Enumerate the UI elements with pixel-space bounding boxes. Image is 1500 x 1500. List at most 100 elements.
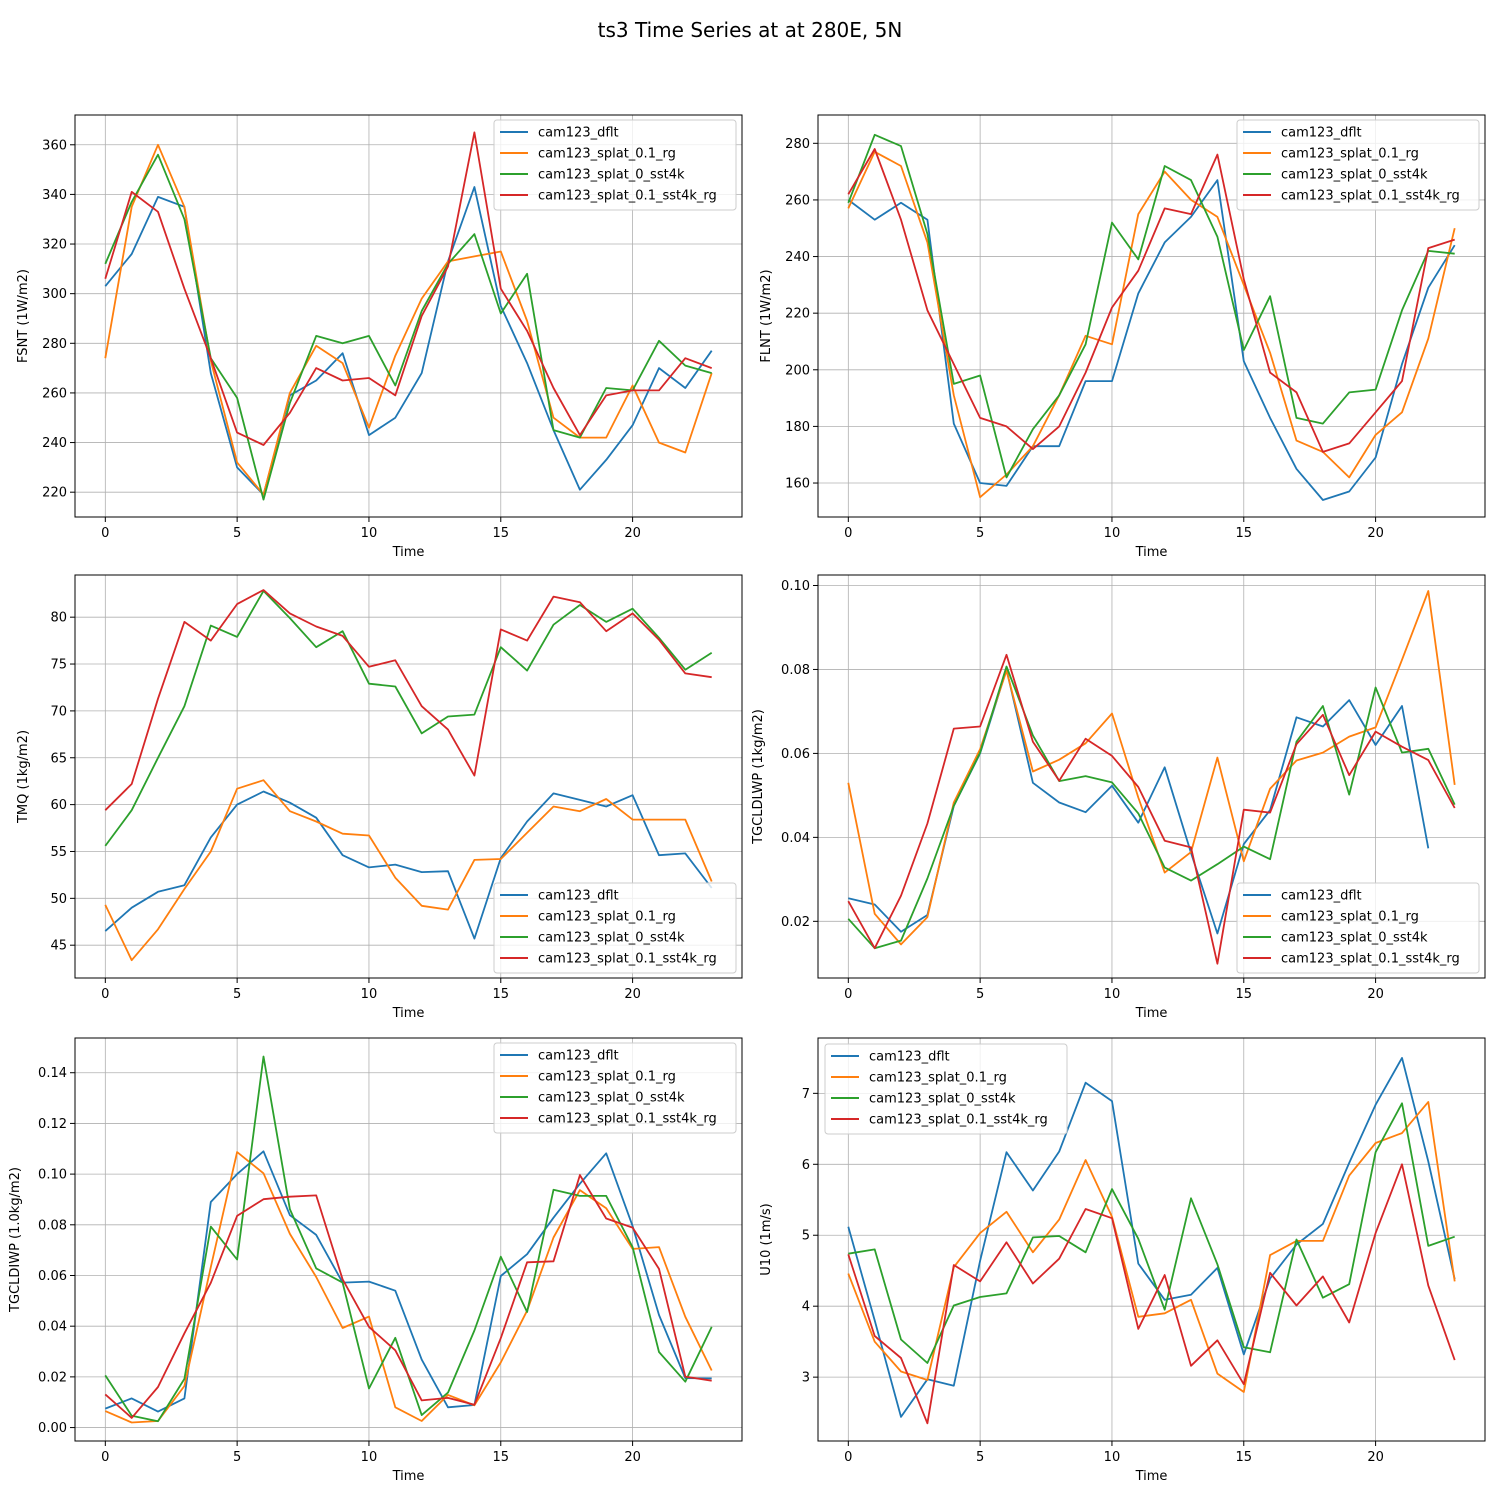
- y-tick-label: 240: [785, 250, 810, 265]
- series-line-cam123_splat_0.1_sst4k_rg: [847, 148, 1455, 453]
- y-tick-label: 75: [50, 658, 67, 673]
- series-line-cam123_splat_0_sst4k: [848, 1102, 1455, 1364]
- x-tick-label: 5: [976, 1450, 984, 1465]
- legend-frame: [493, 119, 737, 211]
- legend: cam123_dflt cam123_splat_0.1_rg cam123_spl…: [493, 1042, 737, 1134]
- legend-frame: [1236, 119, 1480, 211]
- y-tick-label: 80: [50, 611, 67, 626]
- subplot-flnt: 0 5 10 15 20 160 180 200 220 240 260 280 Time FLNT (1…: [759, 114, 1486, 560]
- series-line-cam123_splat_0.1_sst4k_rg: [104, 589, 712, 811]
- legend-entry: cam123_dflt: [1281, 889, 1362, 904]
- x-tick-label: 10: [1104, 987, 1121, 1002]
- axes-frame: [74, 1037, 743, 1442]
- x-tick-label: 0: [101, 1450, 109, 1465]
- legend-entry: cam123_dflt: [538, 126, 619, 141]
- legend-entry: cam123_splat_0.1_sst4k_rg: [1281, 189, 1460, 204]
- legend-entry: cam123_splat_0.1_sst4k_rg: [869, 1113, 1048, 1128]
- legend-entry: cam123_splat_0_sst4k: [1281, 168, 1428, 183]
- y-tick-label: 160: [785, 477, 810, 492]
- y-tick-label: 0.12: [38, 1117, 67, 1132]
- legend-entry: cam123_splat_0.1_rg: [1281, 147, 1419, 162]
- series-line-cam123_splat_0_sst4k: [104, 153, 712, 501]
- legend: cam123_dflt cam123_splat_0.1_rg cam123_spl…: [1236, 882, 1480, 974]
- x-tick-label: 10: [1104, 526, 1121, 541]
- legend-entry: cam123_splat_0.1_rg: [869, 1071, 1007, 1086]
- x-tick-label: 0: [844, 987, 852, 1002]
- x-tick-label: 10: [1104, 1450, 1121, 1465]
- y-tick-label: 0.10: [781, 579, 810, 594]
- legend-entry: cam123_splat_0.1_rg: [538, 147, 676, 162]
- series-line-cam123_splat_0.1_rg: [104, 779, 713, 962]
- x-tick-label: 5: [976, 526, 984, 541]
- legend-entry: cam123_splat_0_sst4k: [538, 168, 685, 183]
- y-tick-label: 3: [802, 1371, 810, 1386]
- y-tick-label: 280: [42, 337, 67, 352]
- subplot-tmq: 0 5 10 15 20 45 50 55 60 65 70 75 80 Time TMQ (1kg/m2)…: [16, 574, 743, 1021]
- y-tick-label: 7: [802, 1087, 810, 1102]
- legend-entry: cam123_splat_0.1_sst4k_rg: [538, 1112, 717, 1127]
- x-axis-label: Time: [392, 1006, 425, 1021]
- legend-entry: cam123_splat_0.1_sst4k_rg: [538, 189, 717, 204]
- x-tick-label: 20: [624, 1450, 641, 1465]
- y-tick-label: 180: [785, 420, 810, 435]
- legend-entry: cam123_splat_0.1_rg: [538, 1070, 676, 1085]
- y-tick-label: 0.06: [781, 747, 810, 762]
- figure-title: ts3 Time Series at at 280E, 5N: [598, 18, 903, 42]
- y-tick-label: 0.02: [38, 1370, 67, 1385]
- y-tick-label: 60: [50, 798, 67, 813]
- x-tick-label: 15: [492, 526, 509, 541]
- legend-entry: cam123_dflt: [869, 1050, 950, 1065]
- subplots: 0 5 10 15 20220240260280300320340360TimeFSNT…: [8, 114, 1486, 1484]
- x-tick-label: 10: [361, 1450, 378, 1465]
- legend-frame: [493, 882, 737, 974]
- series-line-cam123_splat_0_sst4k: [847, 665, 1456, 950]
- y-tick-label: 0.04: [38, 1320, 67, 1335]
- legend-entry: cam123_dflt: [538, 889, 619, 904]
- x-tick-label: 10: [361, 526, 378, 541]
- y-tick-label: 5: [802, 1229, 810, 1244]
- series-line-cam123_dflt: [104, 790, 713, 940]
- subplot-fsnt: 0 5 10 15 20 220 240 260 280 300 320 340 360 Time FSNT…: [16, 114, 743, 560]
- y-axis-label: U10 (1m/s): [759, 1203, 774, 1275]
- legend: cam123_dflt cam123_splat_0.1_rg cam123_spl…: [824, 1043, 1068, 1135]
- legend-entry: cam123_dflt: [538, 1049, 619, 1064]
- x-tick-label: 20: [624, 526, 641, 541]
- y-tick-label: 360: [42, 138, 67, 153]
- x-tick-label: 15: [492, 1450, 509, 1465]
- x-tick-label: 20: [624, 987, 641, 1002]
- x-tick-label: 5: [233, 987, 241, 1002]
- legend-entry: cam123_splat_0_sst4k: [1281, 931, 1428, 946]
- y-tick-label: 320: [42, 238, 67, 253]
- axes-frame: [817, 114, 1486, 518]
- x-tick-label: 15: [1235, 987, 1252, 1002]
- series-line-cam123_dflt: [104, 1150, 712, 1413]
- x-tick-label: 5: [233, 1450, 241, 1465]
- y-tick-label: 55: [50, 845, 67, 860]
- series-line-cam123_splat_0_sst4k: [104, 590, 713, 847]
- x-tick-label: 0: [101, 526, 109, 541]
- y-tick-label: 0.08: [781, 663, 810, 678]
- y-tick-label: 260: [785, 193, 810, 208]
- y-tick-label: 0.10: [38, 1168, 67, 1183]
- x-tick-label: 0: [844, 526, 852, 541]
- x-tick-label: 10: [361, 987, 378, 1002]
- x-tick-label: 15: [1235, 526, 1252, 541]
- subplot-tgcldlwp: 0 5 10 15 20 0.02 0.04 0.06 0.08 0.10 Time TGCLDLWP…: [751, 574, 1486, 1021]
- subplot-tgcldiwp: 0 5 10 15 20 0.00 0.02 0.04 0.06 0.08 0.10 0.12 0.14…: [8, 1037, 743, 1484]
- legend-entry: cam123_splat_0_sst4k: [869, 1092, 1016, 1107]
- y-tick-label: 70: [50, 704, 67, 719]
- y-tick-label: 0.04: [781, 831, 810, 846]
- x-tick-label: 15: [1235, 1450, 1252, 1465]
- legend-entry: cam123_splat_0_sst4k: [538, 1091, 685, 1106]
- y-tick-label: 65: [50, 751, 67, 766]
- y-axis-label: TGCLDIWP (1.0kg/m2): [8, 1167, 23, 1313]
- y-axis-label: FLNT (1W/m2): [759, 269, 774, 362]
- x-axis-label: Time: [392, 1469, 425, 1484]
- axes-frame: [74, 574, 743, 979]
- y-tick-label: 260: [42, 386, 67, 401]
- series-line-cam123_splat_0.1_sst4k_rg: [104, 131, 713, 446]
- legend-entry: cam123_splat_0.1_rg: [538, 910, 676, 925]
- x-tick-label: 20: [1367, 1450, 1384, 1465]
- x-axis-label: Time: [1135, 1469, 1168, 1484]
